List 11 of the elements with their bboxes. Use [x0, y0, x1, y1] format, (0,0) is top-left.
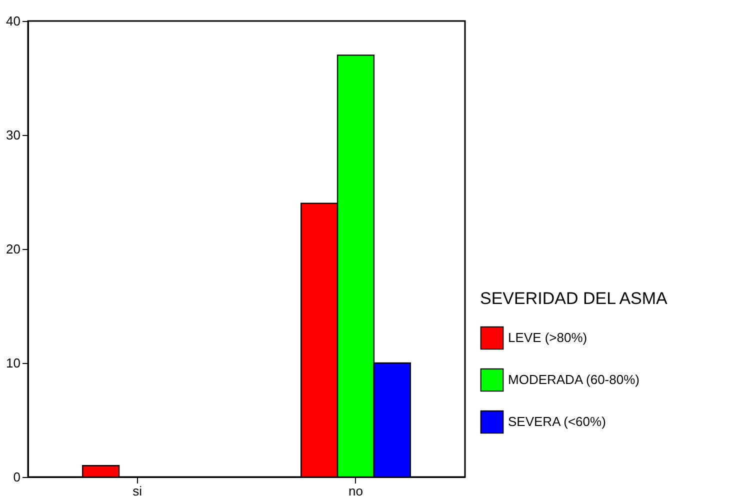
legend-title: SEVERIDAD DEL ASMA	[480, 289, 668, 308]
y-tick-label: 40	[6, 14, 20, 28]
y-tick-label: 0	[13, 470, 20, 484]
y-tick-label: 20	[6, 242, 20, 256]
legend-label: SEVERA (<60%)	[508, 414, 606, 429]
x-tick-label: si	[132, 484, 142, 497]
x-tick-label: no	[348, 484, 363, 497]
y-tick-label: 30	[6, 128, 20, 142]
legend-label: MODERADA (60-80%)	[508, 372, 640, 387]
y-tick-label: 10	[6, 356, 20, 370]
legend-label: LEVE (>80%)	[508, 330, 588, 345]
